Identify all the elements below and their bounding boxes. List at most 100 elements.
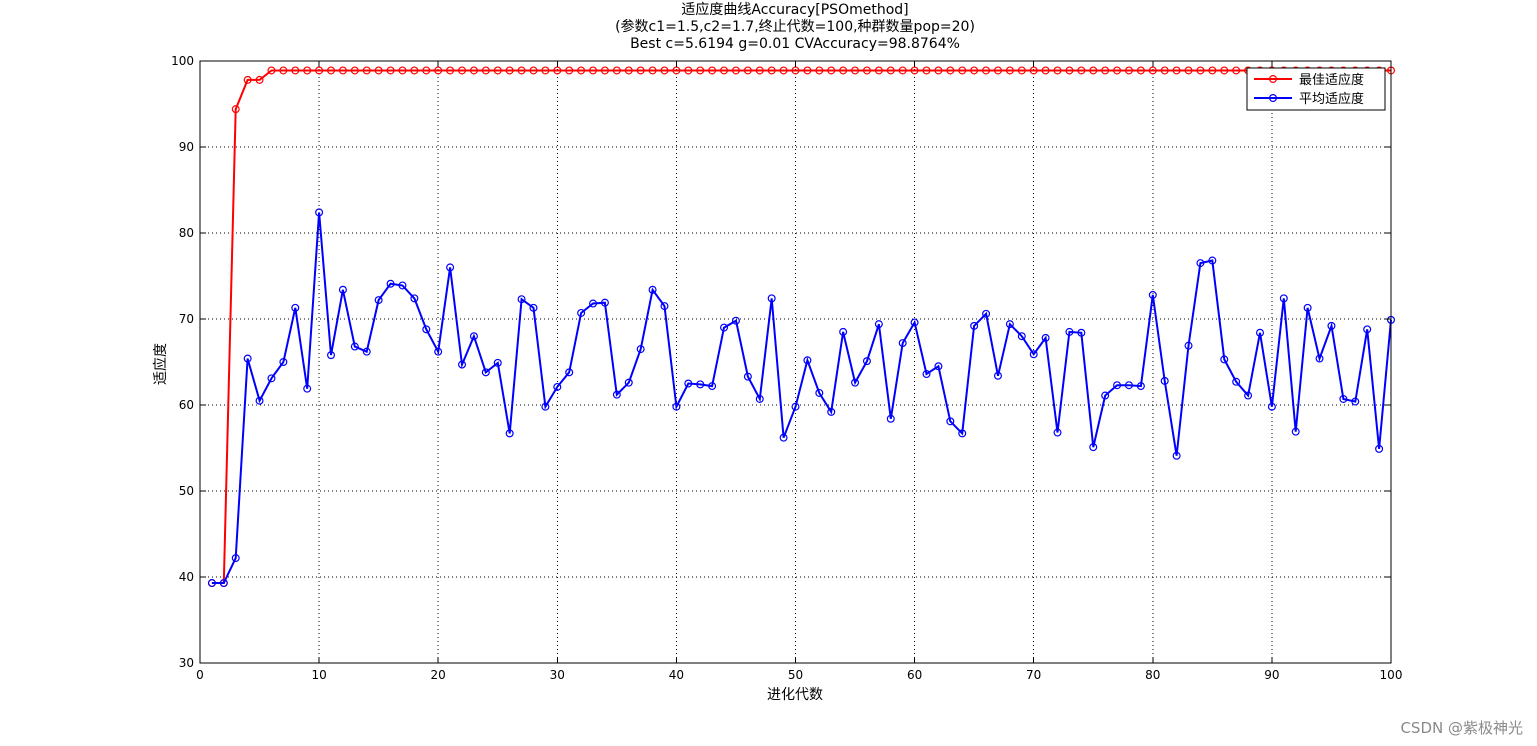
series-1-point	[446, 66, 455, 75]
x-tick-label: 60	[907, 668, 922, 682]
series-1-point	[1196, 66, 1205, 75]
series-2-point	[327, 351, 336, 360]
series-2-point	[1053, 428, 1062, 437]
series-2-point	[755, 394, 764, 403]
watermark-text: CSDN @紫极神光	[1400, 719, 1523, 737]
x-tick-label: 20	[431, 668, 446, 682]
series-2-point	[970, 321, 979, 330]
series-1-point	[696, 66, 705, 75]
chart-title-line-3: Best c=5.6194 g=0.01 CVAccuracy=98.8764%	[630, 36, 960, 52]
series-2-point	[1029, 350, 1038, 359]
series-1-point	[1148, 66, 1157, 75]
series-1-point	[553, 66, 562, 75]
series-2-point	[982, 309, 991, 318]
series-2-point	[1208, 256, 1217, 265]
series-2-point	[1124, 381, 1133, 390]
series-2-point	[338, 285, 347, 294]
series-1-point	[803, 66, 812, 75]
series-1-point	[303, 66, 312, 75]
series-2-point	[517, 295, 526, 304]
series-1-point	[624, 66, 633, 75]
series-2-point	[374, 296, 383, 305]
y-tick-label: 70	[179, 312, 194, 326]
series-1-point	[1220, 66, 1229, 75]
series-2-point	[1196, 259, 1205, 268]
series-2-point	[469, 332, 478, 341]
series-1-point	[1041, 66, 1050, 75]
series-2-point	[1101, 391, 1110, 400]
series-1-point	[469, 66, 478, 75]
series-2-point	[708, 382, 717, 391]
series-2-point	[1375, 444, 1384, 453]
series-2-point	[1089, 443, 1098, 452]
series-1-point	[315, 66, 324, 75]
series-2-point	[851, 378, 860, 387]
series-2-point	[410, 294, 419, 303]
series-2-point	[1077, 328, 1086, 337]
x-tick-label: 40	[669, 668, 684, 682]
series-2-point	[458, 360, 467, 369]
series-1-point	[851, 66, 860, 75]
series-1-point	[731, 66, 740, 75]
series-1-point	[458, 66, 467, 75]
series-1-point	[862, 66, 871, 75]
series-1-point	[1017, 66, 1026, 75]
series-1-point	[1184, 66, 1193, 75]
series-1-point	[589, 66, 598, 75]
x-tick-label: 80	[1145, 668, 1160, 682]
series-1-point	[827, 66, 836, 75]
series-2-point	[1136, 382, 1145, 391]
series-2-point	[839, 327, 848, 336]
series-2-point	[636, 345, 645, 354]
series-2-point	[803, 356, 812, 365]
series-1-point	[1232, 66, 1241, 75]
y-tick-label: 90	[179, 140, 194, 154]
series-2-point	[1244, 391, 1253, 400]
series-1-point	[660, 66, 669, 75]
y-tick-label: 80	[179, 226, 194, 240]
series-1-point	[1172, 66, 1181, 75]
series-line-1	[211, 69, 1391, 584]
series-2-point	[612, 390, 621, 399]
series-2-point	[600, 298, 609, 307]
series-1-point	[386, 66, 395, 75]
series-1-point	[577, 66, 586, 75]
series-2-point	[505, 429, 514, 438]
series-1-point	[946, 66, 955, 75]
y-tick-label: 50	[179, 484, 194, 498]
series-2-point	[1113, 381, 1122, 390]
series-2-point	[493, 358, 502, 367]
series-1-point	[1208, 66, 1217, 75]
series-1-point	[267, 66, 276, 75]
series-2-point	[398, 281, 407, 290]
series-2-point	[255, 396, 264, 405]
series-1-point	[720, 66, 729, 75]
series-2-point	[815, 388, 824, 397]
series-2-point	[958, 429, 967, 438]
series-1-point	[910, 66, 919, 75]
y-tick-label: 60	[179, 398, 194, 412]
series-1-point	[815, 66, 824, 75]
series-line-2	[211, 212, 1392, 584]
series-1-point	[958, 66, 967, 75]
series-2-point	[1327, 321, 1336, 330]
series-2-point	[1267, 402, 1276, 411]
series-1-point	[422, 66, 431, 75]
series-1-point	[243, 75, 252, 84]
series-2-point	[791, 402, 800, 411]
series-1-point	[434, 66, 443, 75]
series-2-point	[660, 302, 669, 311]
series-2-point	[743, 372, 752, 381]
series-1-point	[922, 66, 931, 75]
series-1-point	[970, 66, 979, 75]
series-1-point	[636, 66, 645, 75]
legend-marker-1	[1268, 74, 1277, 83]
series-1-point	[327, 66, 336, 75]
series-1-point	[517, 66, 526, 75]
series-2-point	[672, 402, 681, 411]
series-2-point	[207, 579, 216, 588]
series-2-point	[1220, 355, 1229, 364]
series-1-point	[934, 66, 943, 75]
series-2-point	[541, 402, 550, 411]
series-1-point	[1029, 66, 1038, 75]
